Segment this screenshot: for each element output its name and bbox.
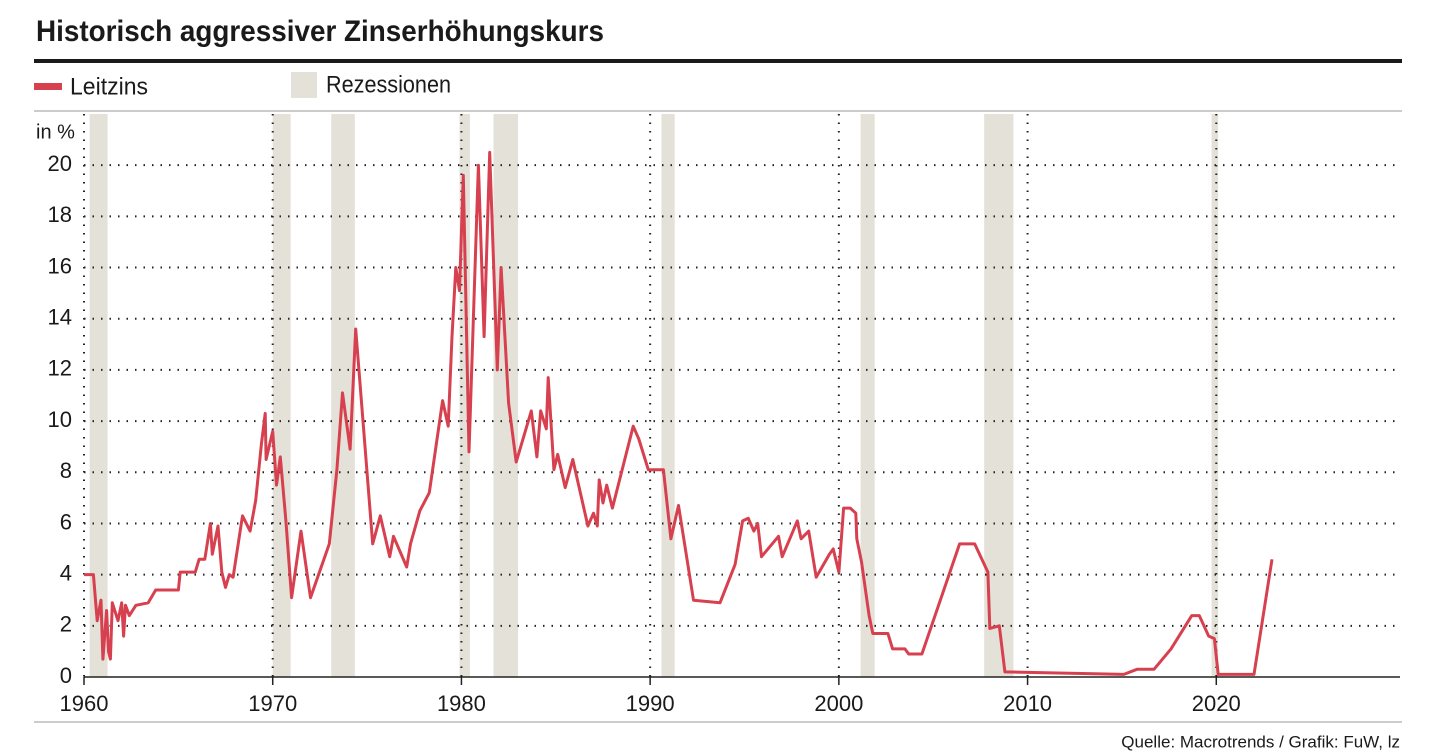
y-tick-label: 14 (48, 305, 72, 330)
recession-band (661, 114, 675, 677)
recession-band (272, 114, 291, 677)
recession-band (493, 114, 519, 677)
legend-swatch (291, 72, 317, 98)
y-tick-label: 6 (60, 509, 72, 534)
x-tick-label: 1970 (248, 691, 297, 716)
x-tick-label: 1960 (60, 691, 109, 716)
y-tick-label: 0 (60, 663, 72, 688)
x-tick-label: 2020 (1192, 691, 1241, 716)
y-tick-label: 16 (48, 253, 72, 278)
y-tick-label: 20 (48, 151, 72, 176)
y-tick-label: 4 (60, 560, 72, 585)
y-tick-label: 12 (48, 356, 72, 381)
source-note: Quelle: Macrotrends / Grafik: FuW, lz (1121, 732, 1400, 751)
y-tick-label: 18 (48, 202, 72, 227)
chart-title: Historisch aggressiver Zinserhöhungskurs (36, 15, 604, 48)
x-tick-label: 2010 (1003, 691, 1052, 716)
data-line (84, 150, 1274, 676)
x-tick-label: 1980 (437, 691, 486, 716)
y-tick-label: 2 (60, 612, 72, 637)
title-rule (34, 59, 1402, 63)
y-axis-label: in % (36, 121, 75, 143)
y-tick-label: 8 (60, 458, 72, 483)
legend-label: Leitzins (70, 73, 148, 100)
recession-band (1211, 114, 1219, 677)
recession-band (459, 114, 470, 677)
x-tick-label: 1990 (626, 691, 675, 716)
recession-band (860, 114, 875, 677)
y-tick-label: 10 (48, 407, 72, 432)
legend-label: Rezessionen (326, 71, 451, 98)
recession-band (89, 114, 108, 677)
legend-swatch (34, 83, 62, 90)
x-tick-label: 2000 (814, 691, 863, 716)
